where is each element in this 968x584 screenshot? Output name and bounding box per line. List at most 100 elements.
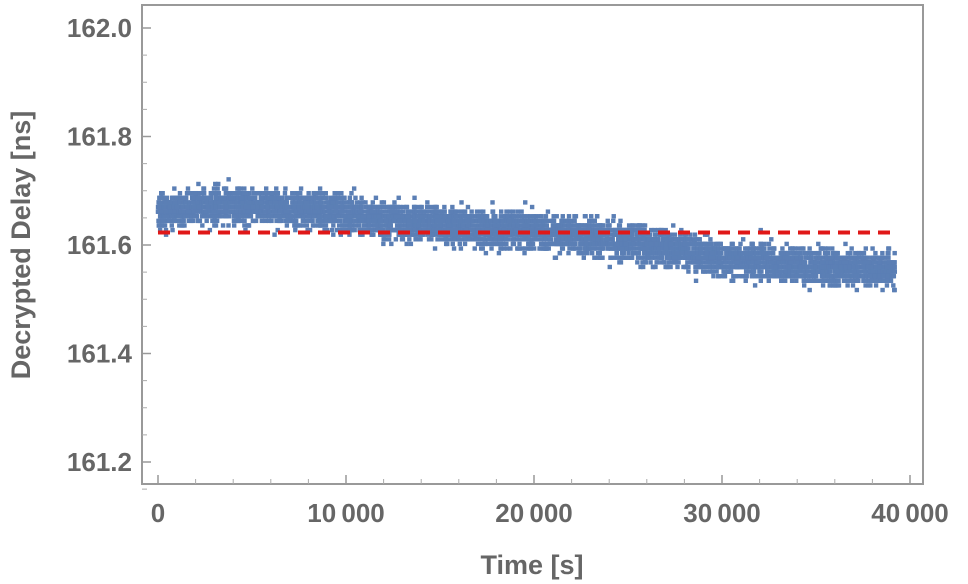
data-point [581,255,586,260]
data-point [520,246,525,251]
data-point [876,273,881,279]
data-point [849,255,855,260]
data-point [501,246,507,251]
data-point [668,264,673,270]
data-point [640,264,646,270]
data-point [743,264,749,270]
data-point [729,255,735,260]
data-point [737,264,742,270]
data-point [213,200,218,205]
data-point [692,232,698,237]
data-point [239,195,244,201]
data-point [610,255,616,260]
data-point [794,278,799,284]
data-point [748,250,753,256]
data-point [562,232,568,237]
data-point [372,204,377,210]
data-point [693,278,699,284]
data-point [260,204,265,210]
data-point [682,241,687,247]
data-point [801,278,806,284]
data-point [651,250,656,256]
data-point [248,214,254,219]
data-point [512,218,518,224]
data-point [756,264,761,270]
data-point [848,260,853,265]
data-point [242,218,247,224]
data-point [666,255,672,260]
data-point [360,227,365,233]
data-point [300,218,306,224]
data-point [350,223,356,228]
data-point [675,264,680,270]
data-point [215,209,221,214]
data-point [630,223,636,228]
data-point [845,269,851,274]
data-point [160,218,165,224]
data-point [841,278,847,284]
data-point [757,250,763,256]
data-point [284,195,289,201]
data-point [612,232,617,237]
data-point [679,241,684,247]
data-point [406,223,411,228]
data-point [347,232,352,237]
data-point [177,190,183,196]
data-point [769,264,775,270]
data-point [532,232,538,237]
data-point [323,204,328,210]
data-point [705,269,711,274]
data-point [543,246,548,251]
data-point [498,227,503,233]
data-point [885,273,890,279]
data-point [742,260,747,265]
data-point [729,241,734,247]
data-point [656,227,661,233]
data-point [498,214,504,219]
data-point [189,204,194,210]
data-point [251,209,256,214]
data-point [763,255,769,260]
data-point [758,241,763,247]
data-point [641,241,646,247]
data-point [407,232,412,237]
data-point [618,241,624,247]
data-point [212,218,217,224]
data-point [642,255,647,260]
data-point [861,264,866,270]
data-point [172,186,177,191]
data-point [708,237,713,242]
data-point [231,209,236,214]
data-point [432,223,437,228]
data-point [265,214,270,219]
data-point [694,269,699,274]
data-point [358,200,363,205]
data-point [451,246,457,251]
data-point [603,227,608,233]
data-point [203,195,209,201]
data-point [599,227,604,233]
data-point [486,241,491,247]
data-point [707,264,712,270]
data-point [845,260,850,265]
data-point [172,195,177,201]
data-point [322,227,327,233]
data-point [551,241,557,247]
data-point [507,209,513,214]
data-point [619,246,625,251]
data-point [598,223,603,228]
data-point [604,232,609,237]
data-point [634,241,639,247]
data-point [780,246,785,251]
data-point [843,264,848,270]
data-point [626,232,632,237]
data-point [301,223,306,228]
data-point [220,204,226,210]
data-point [618,260,624,265]
data-point [640,237,646,242]
data-point [298,186,304,191]
data-point [849,246,854,251]
data-point [440,214,445,219]
data-point [611,214,616,219]
data-point [217,195,222,201]
